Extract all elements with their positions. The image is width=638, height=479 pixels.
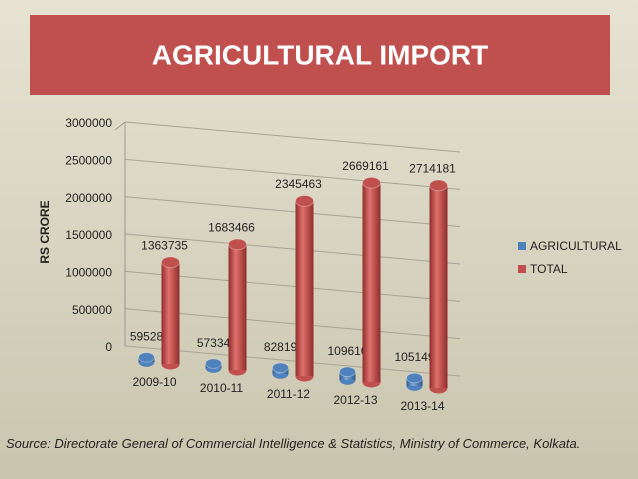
bar-top [362, 176, 381, 189]
y-tick-label: 500000 [72, 303, 112, 317]
data-label: 109610 [327, 344, 367, 358]
bar-top [228, 238, 247, 251]
legend-swatch [518, 265, 526, 273]
y-tick-label: 3000000 [65, 116, 112, 130]
x-tick-label: 2011-12 [267, 387, 310, 401]
source-note: Source: Directorate General of Commercia… [6, 436, 581, 451]
legend-label: TOTAL [530, 262, 568, 276]
grid-line [124, 308, 461, 340]
y-tick-label: 2500000 [65, 154, 112, 168]
data-label: 57334 [197, 336, 231, 350]
bar-top [272, 362, 289, 374]
grid-line [124, 270, 461, 302]
legend-swatch [518, 242, 526, 250]
data-label: 2669161 [342, 159, 389, 173]
x-tick-label: 2012-13 [333, 393, 377, 407]
bar-top [161, 256, 180, 269]
grid-line [124, 158, 461, 190]
y-tick-label: 1500000 [65, 228, 112, 242]
bar [295, 200, 314, 377]
data-label: 1363735 [141, 238, 188, 252]
data-label: 59528 [130, 330, 164, 344]
x-tick-label: 2009-10 [132, 375, 176, 389]
grid-line [124, 345, 461, 377]
chart-title: AGRICULTURAL IMPORT [152, 39, 489, 70]
y-tick-label: 0 [105, 340, 112, 354]
legend-label: AGRICULTURAL [530, 239, 622, 253]
grid-line [124, 121, 461, 153]
bar-top [429, 179, 448, 192]
data-label: 2345463 [275, 177, 322, 191]
bar [161, 262, 180, 365]
bar-top [295, 195, 314, 207]
bar-top [205, 358, 222, 369]
data-label: 2714181 [409, 162, 456, 176]
data-label: 105149 [394, 350, 434, 364]
bar-top [406, 372, 423, 384]
grid-line [124, 196, 461, 228]
axis-wall [114, 121, 126, 131]
bar [228, 244, 247, 371]
y-tick-label: 1000000 [65, 266, 112, 280]
grid-line [124, 233, 461, 265]
data-label: 82819 [264, 340, 298, 354]
y-tick-label: 2000000 [65, 191, 112, 205]
bar-top [138, 352, 155, 363]
bar [362, 182, 381, 383]
x-tick-label: 2010-11 [200, 381, 243, 395]
bar-top [339, 366, 356, 378]
bar [429, 185, 448, 389]
title-box [30, 15, 610, 95]
x-tick-label: 2013-14 [400, 399, 444, 413]
y-axis-label: RS CRORE [38, 200, 52, 263]
data-label: 1683466 [208, 221, 255, 235]
